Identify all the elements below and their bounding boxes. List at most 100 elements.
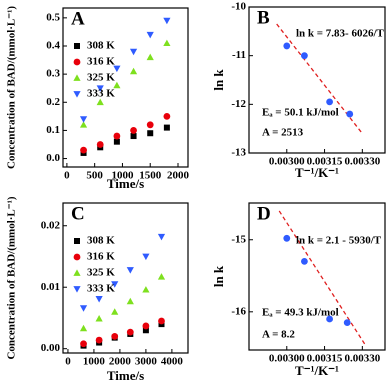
legend-marker (74, 238, 80, 244)
point (163, 124, 170, 131)
legend-label: 333 K (87, 88, 115, 100)
point (79, 121, 88, 128)
legend-label: 316 K (87, 56, 115, 68)
y-tick-label: 0.2 (46, 96, 60, 108)
x-tick-label: 0 (65, 356, 71, 368)
y-tick-label: 0.3 (46, 68, 60, 80)
x-tick-label: 0 (64, 170, 70, 182)
point (113, 138, 120, 145)
x-tick-label: 3000 (135, 356, 158, 368)
y-tick-label: 0.1 (46, 124, 60, 136)
panel-label: D (257, 203, 271, 224)
x-axis-label: T⁻¹/K⁻¹ (295, 363, 339, 378)
legend-marker (74, 43, 80, 49)
y-tick-label: -11 (232, 49, 246, 61)
panel-label: B (257, 7, 270, 28)
y-tick-label: -12 (231, 98, 246, 110)
x-tick-label: 500 (86, 170, 103, 182)
point (80, 146, 87, 154)
annotation: Eₐ = 49.3 kJ/mol (262, 307, 339, 319)
point (80, 340, 87, 348)
y-tick-label: 0.0 (46, 152, 60, 164)
point (146, 31, 154, 39)
annotation: A = 8.2 (262, 329, 295, 341)
legend-marker (73, 58, 81, 66)
y-axis-label: ln k (211, 69, 226, 91)
point (96, 141, 104, 148)
y-tick-label: 0.4 (46, 40, 60, 52)
point (146, 121, 154, 129)
x-tick-label: 0.00330 (344, 156, 380, 168)
legend-marker (73, 253, 81, 261)
legend-marker (73, 74, 81, 81)
point (130, 127, 137, 134)
point (142, 286, 150, 293)
point (126, 267, 134, 274)
point (96, 85, 104, 92)
y-tick-label: 0.5 (46, 11, 60, 23)
point (157, 273, 166, 280)
legend-marker (73, 286, 81, 293)
annotation: Eₐ = 50.1 kJ/mol (262, 107, 339, 119)
legend-marker (73, 91, 81, 98)
point (343, 319, 351, 327)
x-tick-label: 0.00315 (307, 156, 343, 168)
point (79, 324, 88, 332)
x-axis-label: Time/s (107, 368, 144, 383)
x-tick-label: 2000 (167, 170, 190, 182)
plot-frame (62, 202, 189, 354)
annotation: ln k = 2.1 - 5930/T (296, 235, 382, 247)
point (163, 112, 171, 120)
point (113, 132, 121, 140)
point (158, 317, 165, 325)
point (113, 65, 121, 73)
y-tick-label: 0.01 (41, 281, 60, 293)
point (126, 328, 134, 336)
point (326, 98, 333, 106)
plot-frame (248, 6, 386, 154)
y-axis-label: ln k (211, 265, 226, 287)
point (79, 305, 88, 312)
y-tick-label: -16 (231, 305, 246, 317)
annotation: A = 2513 (262, 127, 304, 139)
x-tick-label: 0.00315 (307, 353, 343, 365)
point (301, 257, 308, 265)
point (283, 234, 291, 242)
y-tick-label: -15 (231, 233, 246, 245)
panel-label: C (71, 203, 85, 224)
point (283, 42, 291, 50)
point (301, 52, 308, 60)
x-axis-label: Time/s (107, 176, 144, 191)
legend-label: 333 K (87, 283, 115, 295)
x-tick-label: 0.00330 (344, 353, 380, 365)
point (142, 327, 149, 334)
annotation: ln k = 7.83- 6026/T (296, 28, 385, 40)
y-tick-label: 0.02 (41, 219, 61, 231)
point (111, 281, 119, 288)
point (111, 308, 119, 315)
point (163, 39, 171, 47)
legend-label: 325 K (87, 267, 115, 279)
y-tick-label: -13 (231, 147, 246, 159)
legend-label: 325 K (87, 72, 115, 84)
plot-frame (248, 202, 386, 351)
point (130, 133, 137, 140)
legend-label: 308 K (87, 40, 115, 52)
x-tick-label: 1000 (111, 170, 134, 182)
point (95, 336, 103, 344)
point (147, 130, 154, 137)
point (346, 110, 354, 118)
point (142, 322, 150, 330)
x-tick-label: 2000 (109, 356, 132, 368)
y-axis-label: Concentration of BAD/(mmol·L⁻¹) (6, 196, 18, 359)
point (163, 17, 171, 25)
legend-label: 308 K (87, 235, 115, 247)
x-tick-label: 1500 (139, 170, 162, 182)
point (79, 116, 88, 123)
legend-marker (73, 269, 81, 276)
y-tick-label: 0.00 (41, 342, 61, 354)
point (111, 333, 119, 340)
y-axis-label: Concentration of BAD/(mmol·L⁻¹) (6, 6, 18, 169)
point (95, 296, 103, 303)
